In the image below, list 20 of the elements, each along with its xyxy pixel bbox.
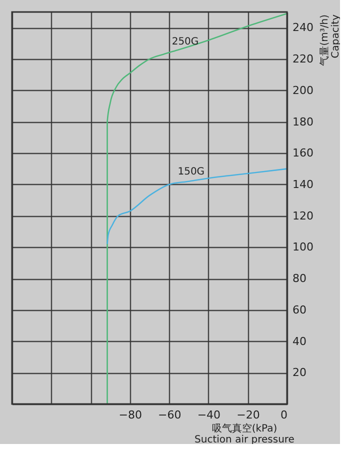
y-tick-label: 220: [292, 52, 314, 66]
y-tick-label: 80: [292, 272, 306, 286]
y-tick-label: 240: [292, 21, 314, 34]
y-tick-label: 180: [292, 115, 314, 128]
x-tick-label: 0: [280, 408, 288, 422]
x-tick-label: −20: [236, 408, 260, 422]
x-tick-label: −60: [158, 408, 182, 422]
series-label: 250G: [172, 36, 199, 48]
y-tick-label: 100: [292, 240, 314, 254]
line-series: [106, 168, 288, 245]
y-tick-label: 140: [292, 178, 314, 191]
y-tick-label: 120: [292, 209, 314, 222]
series-label: 150G: [178, 166, 205, 178]
y-tick-label: 20: [292, 366, 306, 380]
y-tick-label: 200: [292, 84, 314, 97]
x-tick-label: −80: [118, 408, 142, 422]
x-tick-label: −40: [197, 408, 221, 422]
y-tick-label: 60: [292, 303, 306, 316]
y-tick-label: 160: [292, 146, 314, 160]
y-tick-label: 40: [292, 334, 306, 348]
